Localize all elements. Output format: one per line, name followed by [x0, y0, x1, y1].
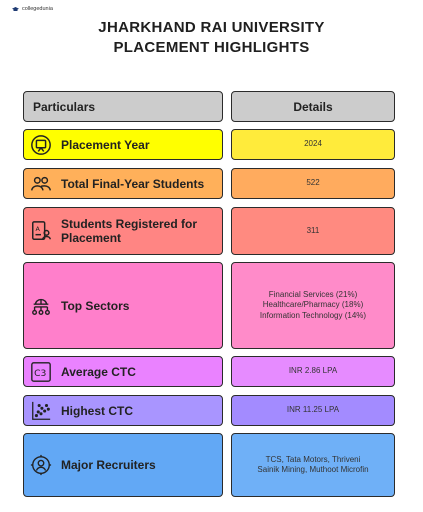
row-average-ctc-label-cell: C3 Average CTC — [23, 356, 223, 387]
header-particulars: Particulars — [23, 91, 223, 122]
row-value: 2024 — [304, 139, 322, 149]
row-value: 311 — [306, 225, 320, 235]
row-recruiters-value-cell: TCS, Tata Motors, Thriveni Sainik Mining… — [231, 433, 395, 497]
row-registered-label-cell: A Students Registered for Placement — [23, 207, 223, 255]
presentation-icon — [30, 134, 52, 156]
svg-text:C3: C3 — [34, 368, 46, 379]
group-icon — [30, 173, 52, 195]
row-value: INR 11.25 LPA — [286, 405, 340, 415]
row-top-sectors-value-cell: Financial Services (21%) Healthcare/Phar… — [231, 262, 395, 349]
row-registered-value-cell: 311 — [231, 207, 395, 255]
sector-item: Healthcare/Pharmacy (18%) — [262, 300, 364, 310]
row-label: Students Registered for Placement — [61, 217, 198, 245]
sector-list: Financial Services (21%) Healthcare/Phar… — [260, 290, 366, 322]
row-total-students-value-cell: 522 — [231, 168, 395, 199]
graduation-cap-icon — [12, 6, 19, 11]
row-label: Average CTC — [61, 364, 136, 379]
row-average-ctc-value-cell: INR 2.86 LPA — [231, 356, 395, 387]
row-label: Total Final-Year Students — [61, 176, 205, 191]
row-recruiters-label-cell: Major Recruiters — [23, 433, 223, 497]
row-value: INR 2.86 LPA — [288, 366, 338, 376]
row-placement-year-value-cell: 2024 — [231, 129, 395, 160]
page-title-line2: PLACEMENT HIGHLIGHTS — [113, 39, 310, 56]
network-icon — [30, 295, 52, 317]
row-total-students-label-cell: Total Final-Year Students — [23, 168, 223, 199]
page-title-line1: JHARKHAND RAI UNIVERSITY — [98, 19, 325, 36]
brand-name: collegedunia — [22, 6, 53, 12]
row-label: Top Sectors — [61, 298, 130, 313]
header-particulars-label: Particulars — [33, 99, 96, 114]
c3-icon: C3 — [30, 361, 52, 383]
row-label: Highest CTC — [61, 403, 133, 418]
row-highest-ctc-label-cell: Highest CTC — [23, 395, 223, 426]
recruiter-line: Sainik Mining, Muthoot Microfin — [257, 465, 369, 474]
svg-text:A: A — [36, 225, 41, 233]
recruiter-list: TCS, Tata Motors, Thriveni Sainik Mining… — [257, 455, 368, 476]
scatter-icon — [30, 400, 52, 422]
row-placement-year-label-cell: Placement Year — [23, 129, 223, 160]
row-label: Placement Year — [61, 137, 150, 152]
sector-item: Information Technology (14%) — [259, 310, 367, 320]
header-details: Details — [231, 91, 395, 122]
row-top-sectors-label-cell: Top Sectors — [23, 262, 223, 349]
brand-logo: collegedunia — [12, 6, 53, 12]
registration-icon: A — [30, 220, 52, 242]
row-value: 522 — [306, 178, 320, 188]
row-highest-ctc-value-cell: INR 11.25 LPA — [231, 395, 395, 426]
recruiter-icon — [30, 454, 52, 476]
header-details-label: Details — [293, 99, 333, 114]
sector-item: Financial Services (21%) — [268, 289, 358, 299]
recruiter-line: TCS, Tata Motors, Thriveni — [265, 454, 361, 464]
row-label: Major Recruiters — [61, 458, 156, 472]
